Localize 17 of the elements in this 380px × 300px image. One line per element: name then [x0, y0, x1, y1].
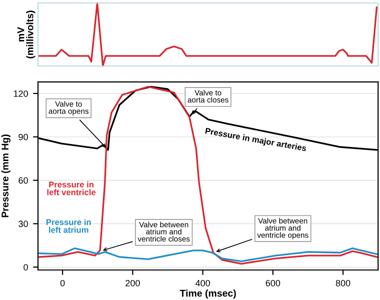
y-tick-label: 90	[18, 134, 28, 140]
x-tick-label: 200	[126, 280, 140, 286]
y-axis-title: Pressure (mm Hg)	[1, 134, 10, 218]
y-axis-title: mV (millivolts)	[17, 10, 36, 58]
y-tick-label: 60	[18, 177, 28, 184]
x-tick-label: 400	[195, 280, 210, 286]
series-label: Pressure in left ventricle	[47, 181, 96, 196]
x-tick-label: 800	[336, 280, 350, 286]
x-tick-label: 600	[266, 280, 280, 286]
y-tick-label: 30	[18, 220, 28, 228]
text: Pressure in left atrium	[46, 218, 91, 233]
x-axis-title: Time (msec)	[180, 290, 236, 299]
line-series	[38, 247, 378, 262]
text: Pressure in major arteries	[204, 128, 307, 153]
y-tick-label: 0	[24, 264, 28, 270]
y-tick-label: 120	[14, 90, 28, 97]
x-tick-label: 0	[60, 280, 65, 286]
